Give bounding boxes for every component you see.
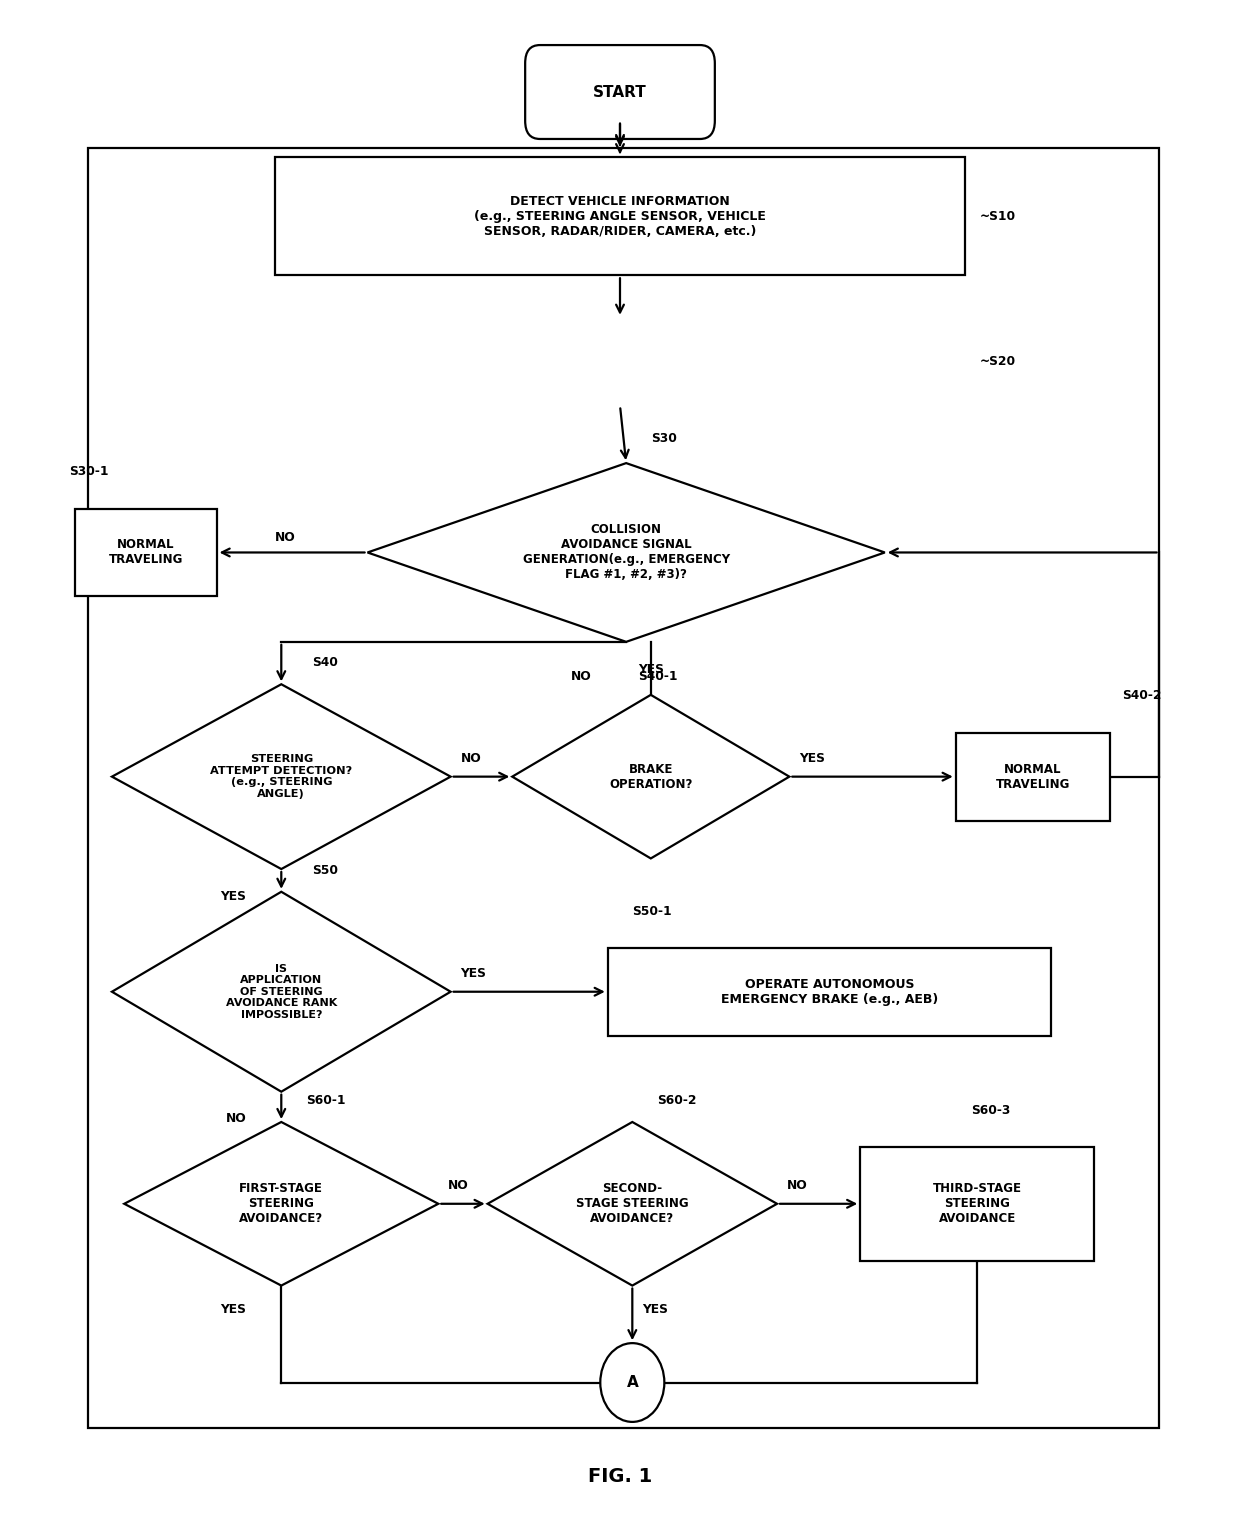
Text: ~S10: ~S10: [980, 210, 1016, 222]
Text: BRAKE
OPERATION?: BRAKE OPERATION?: [609, 763, 692, 790]
Text: S30: S30: [651, 433, 677, 445]
Text: START: START: [593, 84, 647, 99]
Text: YES: YES: [642, 1304, 668, 1316]
Text: STEERING
ATTEMPT DETECTION?
(e.g., STEERING
ANGLE): STEERING ATTEMPT DETECTION? (e.g., STEER…: [211, 754, 352, 800]
Polygon shape: [367, 463, 885, 641]
Text: S40: S40: [312, 656, 339, 669]
Text: YES: YES: [219, 889, 246, 903]
Text: COLLISION
AVOIDANCE SIGNAL
GENERATION(e.g., EMERGENCY
FLAG #1, #2, #3)?: COLLISION AVOIDANCE SIGNAL GENERATION(e.…: [522, 524, 729, 582]
Text: DETECT VEHICLE INFORMATION
(e.g., STEERING ANGLE SENSOR, VEHICLE
SENSOR, RADAR/R: DETECT VEHICLE INFORMATION (e.g., STEERI…: [474, 195, 766, 238]
Polygon shape: [112, 892, 450, 1092]
Text: NORMAL
TRAVELING: NORMAL TRAVELING: [109, 539, 184, 567]
Text: ~S20: ~S20: [980, 355, 1016, 369]
Polygon shape: [124, 1122, 438, 1285]
Text: YES: YES: [800, 752, 825, 765]
FancyBboxPatch shape: [526, 46, 714, 139]
Text: NO: NO: [275, 532, 296, 544]
Text: S60-3: S60-3: [971, 1104, 1011, 1116]
Text: S60-2: S60-2: [657, 1094, 697, 1107]
Text: S30-1: S30-1: [69, 465, 108, 478]
Text: NO: NO: [787, 1179, 807, 1193]
Polygon shape: [112, 684, 450, 870]
Bar: [275, 157, 965, 276]
Text: IS
APPLICATION
OF STEERING
AVOIDANCE RANK
IMPOSSIBLE?: IS APPLICATION OF STEERING AVOIDANCE RAN…: [226, 964, 337, 1020]
Text: THIRD-STAGE
STEERING
AVOIDANCE: THIRD-STAGE STEERING AVOIDANCE: [932, 1182, 1022, 1226]
Circle shape: [600, 1343, 665, 1422]
Bar: [608, 947, 1052, 1036]
Text: FIG. 1: FIG. 1: [588, 1467, 652, 1486]
Text: NORMAL
TRAVELING: NORMAL TRAVELING: [996, 763, 1070, 790]
Bar: [88, 148, 1159, 1429]
Text: S60-1: S60-1: [306, 1094, 346, 1107]
Text: NO: NO: [460, 752, 481, 765]
Bar: [956, 733, 1110, 821]
Text: SECOND-
STAGE STEERING
AVOIDANCE?: SECOND- STAGE STEERING AVOIDANCE?: [577, 1182, 688, 1226]
Text: S40-1: S40-1: [639, 670, 678, 684]
Text: S40-2: S40-2: [1122, 690, 1162, 702]
Polygon shape: [487, 1122, 777, 1285]
Bar: [861, 1147, 1094, 1261]
Polygon shape: [512, 694, 790, 859]
Text: NO: NO: [570, 670, 591, 684]
Text: A: A: [626, 1375, 639, 1390]
Text: S50-1: S50-1: [632, 905, 672, 917]
Text: S50: S50: [312, 864, 339, 877]
Text: YES: YES: [219, 1304, 246, 1316]
Text: NO: NO: [448, 1179, 469, 1193]
Text: NO: NO: [226, 1112, 247, 1125]
Text: OPERATE AUTONOMOUS
EMERGENCY BRAKE (e.g., AEB): OPERATE AUTONOMOUS EMERGENCY BRAKE (e.g.…: [720, 978, 937, 1005]
Text: YES: YES: [639, 663, 665, 676]
Text: YES: YES: [460, 967, 486, 981]
Bar: [74, 509, 217, 597]
Text: FIRST-STAGE
STEERING
AVOIDANCE?: FIRST-STAGE STEERING AVOIDANCE?: [239, 1182, 324, 1226]
